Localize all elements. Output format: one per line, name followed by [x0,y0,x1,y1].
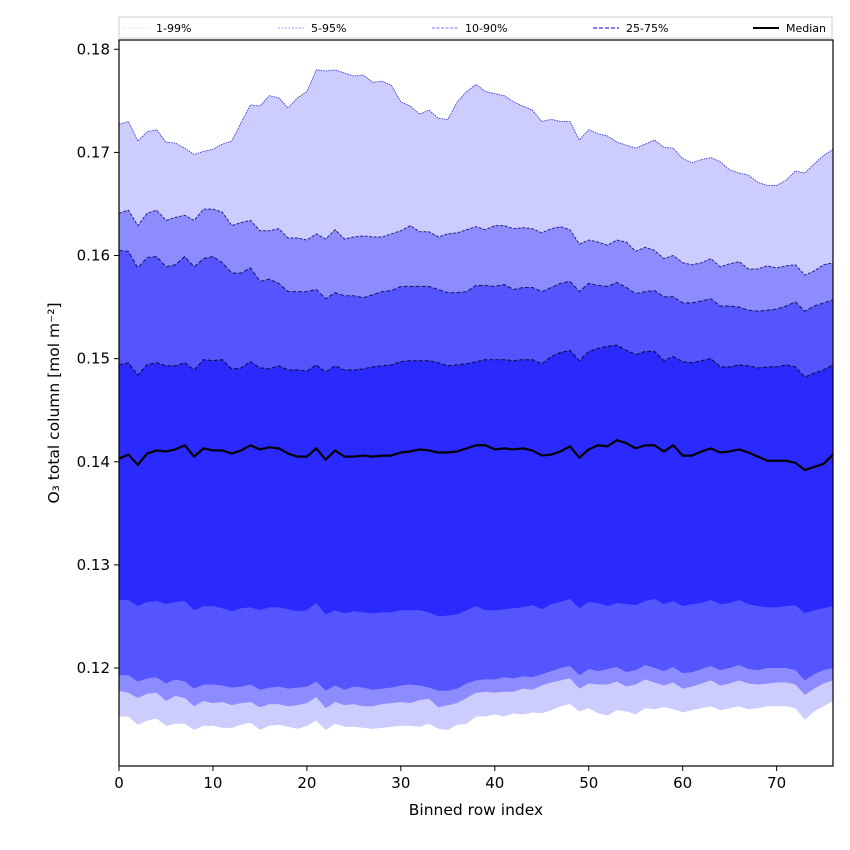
band-25-75 [119,345,833,617]
y-axis: 0.12 0.13 0.14 0.15 0.16 0.17 0.18 [77,40,119,677]
x-tick-label: 20 [297,774,316,792]
y-tick-label: 0.17 [77,143,110,161]
x-tick-label: 10 [203,774,222,792]
y-tick-label: 0.12 [77,659,110,677]
x-tick-label: 60 [673,774,692,792]
legend-box [118,16,833,39]
x-tick-label: 30 [391,774,410,792]
legend-label: Median [786,22,826,35]
y-axis-label: O₃ total column [mol m⁻²] [45,302,63,503]
legend-label: 25-75% [626,22,668,35]
median-line [118,439,834,472]
y-tick-label: 0.16 [77,247,110,265]
y-tick-label: 0.18 [77,40,110,58]
x-tick-label: 70 [767,774,786,792]
p90-line [118,249,834,312]
plot-frame [118,39,834,767]
y-tick-label: 0.14 [77,453,110,471]
x-tick-label: 0 [114,774,124,792]
legend-label: 5-95% [311,22,346,35]
y-tick-label: 0.13 [77,556,110,574]
x-axis: 0 10 20 30 40 50 60 70 [114,766,786,792]
x-tick-label: 40 [485,774,504,792]
legend-label: 1-99% [156,22,191,35]
band-edge-lines [118,69,834,378]
p75-line [118,344,834,378]
median-series [118,439,834,472]
y-tick-label: 0.15 [77,350,110,368]
legend: 1-99% 5-95% 10-90% 25-75% Median [118,16,833,39]
legend-label: 10-90% [465,22,507,35]
p95-line [118,208,834,276]
p99-line [118,69,834,186]
x-axis-label: Binned row index [409,801,543,819]
x-tick-label: 50 [579,774,598,792]
percentile-bands [119,69,833,730]
